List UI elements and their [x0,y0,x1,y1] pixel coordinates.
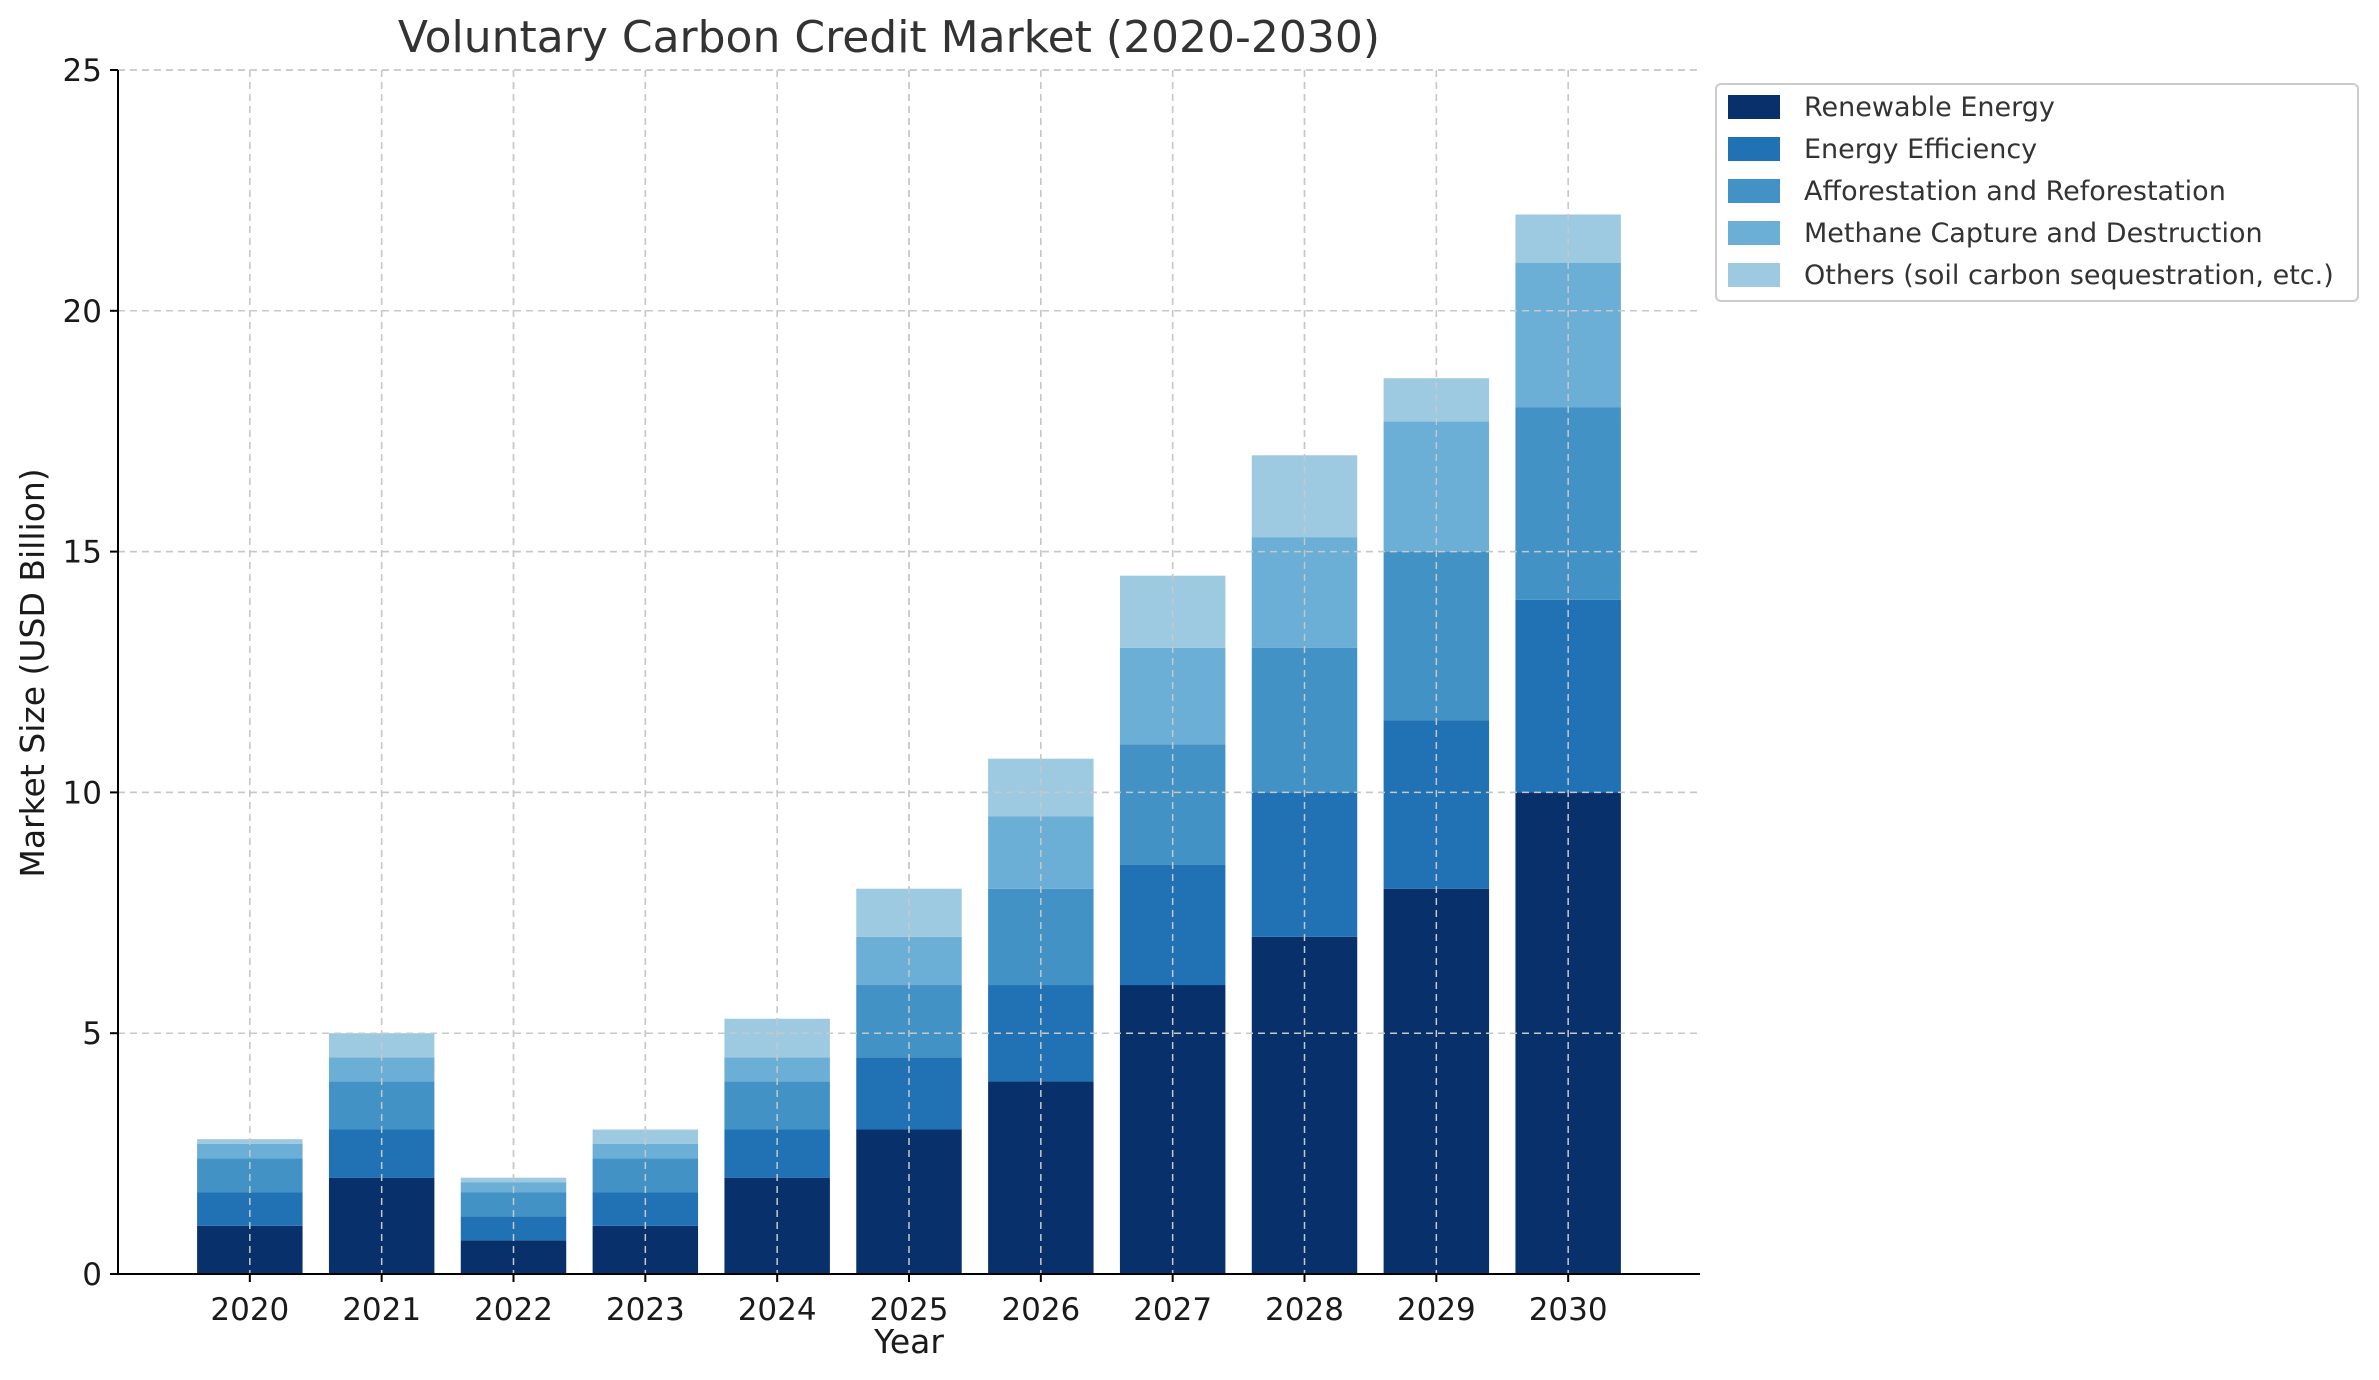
y-tick-label: 10 [63,775,102,811]
y-axis-label: Market Size (USD Billion) [13,468,52,877]
x-tick-label: 2029 [1397,1292,1476,1328]
bar-segment [592,1129,699,1144]
x-tick-label: 2022 [474,1292,553,1328]
legend-label: Energy Efficiency [1804,134,2037,165]
x-tick-label: 2030 [1529,1292,1608,1328]
y-tick-label: 20 [63,294,102,330]
legend-swatch [1728,95,1780,119]
legend-label: Afforestation and Reforestation [1804,176,2226,207]
legend-label: Methane Capture and Destruction [1804,218,2263,249]
legend-label: Renewable Energy [1804,92,2055,123]
y-tick-labels: 0 5 10 15 20 25 [63,53,102,1293]
x-axis-label: Year [873,1322,944,1361]
legend-swatch [1728,137,1780,161]
x-tick-label: 2027 [1133,1292,1212,1328]
chart-title: Voluntary Carbon Credit Market (2020-203… [398,12,1380,63]
legend-swatch [1728,221,1780,245]
x-tick-label: 2025 [870,1292,949,1328]
x-tick-label: 2024 [738,1292,817,1328]
legend-swatch [1728,263,1780,287]
x-tick-labels: 2020 2021 2022 2023 2024 2025 2026 2027 2028 2029… [210,1292,1607,1328]
legend: Renewable Energy Energy Efficiency Affores… [1715,83,2359,302]
x-tick-label: 2023 [606,1292,685,1328]
axes [110,69,1700,1282]
x-tick-label: 2028 [1265,1292,1344,1328]
legend-swatch [1728,179,1780,203]
bar-segment [592,1192,699,1226]
y-tick-label: 15 [63,535,102,571]
x-tick-label: 2021 [342,1292,421,1328]
bar-segment [197,1192,303,1226]
legend-items: Renewable Energy Energy Efficiency Affores… [1728,92,2334,291]
legend-label: Others (soil carbon sequestration, etc.) [1804,260,2334,291]
grid-lines-overlay [118,69,1700,1275]
x-tick-label: 2026 [1001,1292,1080,1328]
y-tick-label: 0 [82,1257,102,1293]
y-tick-label: 5 [82,1016,102,1052]
x-tick-label: 2020 [210,1292,289,1328]
y-tick-label: 25 [63,53,102,89]
bar-segment [724,1018,830,1058]
legend-frame [1715,83,2359,302]
bar-segment [460,1240,567,1274]
